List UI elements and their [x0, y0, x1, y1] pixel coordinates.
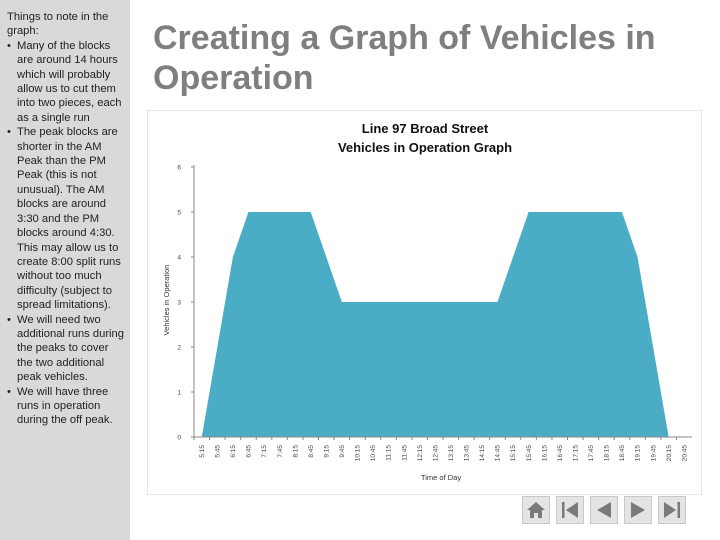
x-tick-label: 11:15 [386, 445, 393, 461]
y-tick-label: 4 [177, 255, 181, 262]
slide-title: Creating a Graph of Vehicles in Operatio… [153, 19, 656, 97]
x-tick-label: 18:45 [619, 445, 626, 462]
last-slide-button[interactable] [658, 496, 686, 524]
x-tick-label: 12:15 [417, 445, 424, 462]
chart-title-line1: Line 97 Broad Street [362, 121, 489, 136]
x-tick-label: 9:15 [323, 445, 330, 458]
x-tick-label: 8:15 [292, 445, 299, 458]
x-tick-label: 15:15 [510, 445, 517, 462]
x-tick-label: 9:45 [339, 445, 346, 458]
first-slide-button[interactable] [556, 496, 584, 524]
home-icon [527, 502, 545, 518]
y-axis-label: Vehicles in Operation [162, 265, 171, 336]
area-series [201, 212, 685, 437]
x-axis-label: Time of Day [421, 473, 461, 482]
note-item: We will have three runs in operation dur… [7, 385, 124, 428]
x-tick-label: 5:45 [215, 445, 222, 458]
y-tick-label: 1 [177, 390, 181, 397]
notes-intro: Things to note in the graph: [7, 11, 109, 38]
x-tick-label: 14:15 [479, 445, 486, 462]
x-tick-label: 12:45 [432, 445, 439, 462]
plot-area: 0 1 2 3 4 5 6 5:15 5:45 6:15 6:45 7:15 7:45 8:15 8:45 9… [177, 165, 692, 462]
home-button[interactable] [522, 496, 550, 524]
x-tick-label: 14:45 [495, 445, 502, 462]
x-tick-label: 6:15 [230, 445, 237, 458]
x-tick-label: 5:15 [199, 445, 206, 458]
x-tick-label: 7:15 [261, 445, 268, 458]
x-tick-label: 7:45 [277, 445, 284, 458]
y-tick-label: 6 [177, 165, 181, 172]
last-slide-icon [664, 502, 680, 518]
x-tick-label: 16:45 [557, 445, 564, 462]
vehicles-area-chart: Line 97 Broad Street Vehicles in Operati… [146, 109, 703, 496]
notes-list: Many of the blocks are around 14 hours w… [7, 39, 124, 428]
notes-sidebar: Things to note in the graph: Many of the… [0, 0, 130, 540]
x-tick-label: 13:45 [464, 445, 471, 462]
x-tick-label: 18:15 [604, 445, 611, 462]
previous-slide-icon [597, 502, 611, 518]
next-slide-button[interactable] [624, 496, 652, 524]
x-tick-label: 20:45 [681, 445, 688, 462]
x-tick-label: 13:15 [448, 445, 455, 462]
previous-slide-button[interactable] [590, 496, 618, 524]
x-tick-label: 20:15 [666, 445, 673, 462]
x-tick-label: 17:15 [572, 445, 579, 462]
x-tick-label: 11:45 [401, 445, 408, 461]
x-tick-label: 8:45 [308, 445, 315, 458]
y-tick-label: 3 [177, 300, 181, 307]
first-slide-icon [562, 502, 578, 518]
x-tick-label: 19:45 [650, 445, 657, 462]
x-tick-label: 10:15 [355, 445, 362, 462]
x-tick-label: 19:15 [635, 445, 642, 462]
x-tick-label: 16:15 [541, 445, 548, 462]
note-item: The peak blocks are shorter in the AM Pe… [7, 125, 124, 312]
x-tick-label: 10:45 [370, 445, 377, 462]
x-tick-label: 17:45 [588, 445, 595, 462]
chart-container: Line 97 Broad Street Vehicles in Operati… [146, 109, 703, 496]
y-tick-label: 0 [177, 435, 181, 442]
x-tick-label: 15:45 [526, 445, 533, 462]
note-item: Many of the blocks are around 14 hours w… [7, 39, 124, 125]
note-item: We will need two additional runs during … [7, 313, 124, 385]
x-tick-label: 6:45 [246, 445, 253, 458]
y-tick-label: 2 [177, 345, 181, 352]
next-slide-icon [631, 502, 645, 518]
y-tick-label: 5 [177, 210, 181, 217]
chart-title-line2: Vehicles in Operation Graph [338, 140, 512, 155]
